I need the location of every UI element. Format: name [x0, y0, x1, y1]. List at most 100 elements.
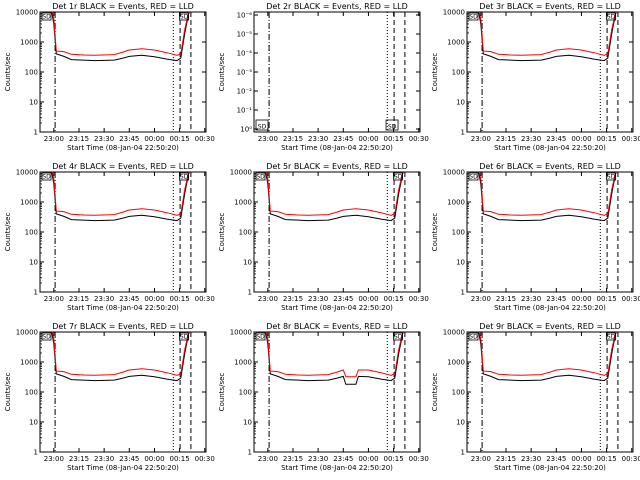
x-tick-label: 23:45: [119, 135, 139, 143]
sd-marker-box: [179, 172, 189, 181]
x-tick-label: 23:45: [333, 455, 353, 463]
sd-marker-box: [468, 332, 479, 341]
sd-marker-label: SD: [607, 174, 616, 181]
chart-title: Det 1r BLACK = Events, RED = LLD: [52, 2, 194, 11]
x-tick-label: 23:30: [521, 455, 541, 463]
y-tick-label: 1000: [447, 199, 465, 207]
sd-marker-label: SD: [469, 174, 478, 181]
y-tick-label: 100: [239, 389, 252, 397]
sd-marker-box: [41, 332, 52, 341]
y-tick-label: 10: [29, 419, 38, 427]
sd-marker-label: SD: [388, 124, 397, 131]
chart-title: Det 9r BLACK = Events, RED = LLD: [479, 322, 621, 331]
sd-marker-box: [393, 172, 403, 181]
y-tick-label: 1: [461, 289, 465, 297]
events-series: [51, 12, 190, 62]
chart-det-6: Det 6r BLACK = Events, RED = LLD 23:00 23:…: [431, 162, 640, 312]
sd-marker-box: [385, 119, 399, 131]
sd-marker-label: SD: [180, 334, 189, 341]
sd-marker-box: [606, 172, 616, 181]
sd-marker-box: [255, 172, 266, 181]
events-series: [51, 172, 190, 222]
chart-title: Det 7r BLACK = Events, RED = LLD: [52, 322, 194, 331]
chart-det-8: Det 8r BLACK = Events, RED = LLD 23:00 23:…: [218, 322, 429, 472]
sd-marker-label: SD: [180, 174, 189, 181]
sd-marker-box: [606, 12, 616, 21]
x-tick-label: 23:15: [496, 455, 516, 463]
y-tick-label: 100: [25, 69, 38, 77]
sd-marker-label: SD: [42, 14, 51, 21]
y-axis-label: Counts/sec: [218, 53, 226, 92]
x-tick-label: 00:30: [409, 455, 429, 463]
y-tick-label: 10⁻⁴: [237, 50, 253, 58]
x-tick-label: 23:00: [258, 455, 278, 463]
y-tick-label: 1000: [447, 39, 465, 47]
x-tick-label: 23:45: [546, 135, 566, 143]
sd-marker-box: [393, 332, 403, 341]
y-tick-label: 1: [34, 289, 38, 297]
chart-det-4: Det 4r BLACK = Events, RED = LLD 23:00 23:…: [4, 162, 215, 312]
chart-det-2: Det 2r BLACK = Events, RED = LLD 23:00 23:…: [218, 2, 429, 152]
x-axis-label: Start Time (08-Jan-04 22:50:20): [67, 464, 179, 472]
x-tick-label: 00:30: [622, 455, 640, 463]
x-tick-label: 23:15: [496, 135, 516, 143]
sd-marker-label: SD: [258, 124, 267, 131]
x-tick-label: 23:30: [308, 455, 328, 463]
chart-det-3: Det 3r BLACK = Events, RED = LLD 23:00 23:…: [431, 2, 640, 152]
x-axis-label: Start Time (08-Jan-04 22:50:20): [494, 144, 606, 152]
x-tick-label: 00:00: [144, 135, 164, 143]
x-tick-label: 00:00: [358, 295, 378, 303]
chart-title: Det 6r BLACK = Events, RED = LLD: [479, 162, 621, 171]
y-tick-label: 100: [25, 229, 38, 237]
y-tick-label: 10: [243, 419, 252, 427]
y-tick-label: 10: [243, 259, 252, 267]
y-axis-label: Counts/sec: [218, 373, 226, 412]
x-tick-label: 00:15: [383, 455, 403, 463]
y-tick-label: 1000: [234, 359, 252, 367]
x-tick-label: 23:15: [69, 455, 89, 463]
sd-marker-label: SD: [42, 334, 51, 341]
sd-marker-label: SD: [256, 174, 265, 181]
lld-series: [265, 172, 404, 216]
x-axis-label: Start Time (08-Jan-04 22:50:20): [281, 304, 393, 312]
y-tick-label: 10⁻³: [237, 69, 253, 77]
y-tick-label: 10⁻⁶: [237, 12, 253, 20]
sd-marker-label: SD: [469, 334, 478, 341]
chart-title: Det 5r BLACK = Events, RED = LLD: [266, 162, 408, 171]
y-tick-label: 10000: [443, 169, 465, 177]
lld-series: [265, 332, 404, 378]
chart-det-7: Det 7r BLACK = Events, RED = LLD 23:00 23:…: [4, 322, 215, 472]
x-tick-label: 00:00: [144, 455, 164, 463]
x-axis-label: Start Time (08-Jan-04 22:50:20): [494, 304, 606, 312]
y-tick-label: 10000: [16, 9, 38, 17]
y-axis-label: Counts/sec: [4, 53, 12, 92]
x-tick-label: 23:00: [471, 295, 491, 303]
x-tick-label: 23:00: [258, 135, 278, 143]
x-tick-label: 00:00: [571, 135, 591, 143]
sd-marker-box: [468, 172, 479, 181]
sd-marker-box: [41, 172, 52, 181]
sd-marker-label: SD: [42, 174, 51, 181]
y-tick-label: 10000: [16, 329, 38, 337]
x-tick-label: 00:30: [622, 135, 640, 143]
x-tick-label: 00:00: [571, 455, 591, 463]
chart-title: Det 2r BLACK = Events, RED = LLD: [266, 2, 408, 11]
chart-det-1: Det 1r BLACK = Events, RED = LLD 23:00 23:…: [4, 2, 215, 152]
y-tick-label: 10⁻⁵: [237, 31, 253, 39]
x-tick-label: 23:30: [521, 295, 541, 303]
plot-frame: [253, 331, 421, 453]
y-tick-label: 100: [452, 389, 465, 397]
y-axis-label: Counts/sec: [4, 373, 12, 412]
chart-det-9: Det 9r BLACK = Events, RED = LLD 23:00 23:…: [431, 322, 640, 472]
x-tick-label: 23:00: [44, 295, 64, 303]
y-axis-label: Counts/sec: [431, 53, 439, 92]
x-tick-label: 00:00: [144, 295, 164, 303]
y-tick-label: 1000: [20, 359, 38, 367]
chart-title: Det 8r BLACK = Events, RED = LLD: [266, 322, 408, 331]
lld-series: [51, 332, 190, 376]
y-tick-label: 10: [29, 259, 38, 267]
x-tick-label: 23:30: [308, 295, 328, 303]
plot-frame: [466, 171, 634, 293]
events-series: [51, 332, 190, 382]
y-tick-label: 10000: [443, 9, 465, 17]
